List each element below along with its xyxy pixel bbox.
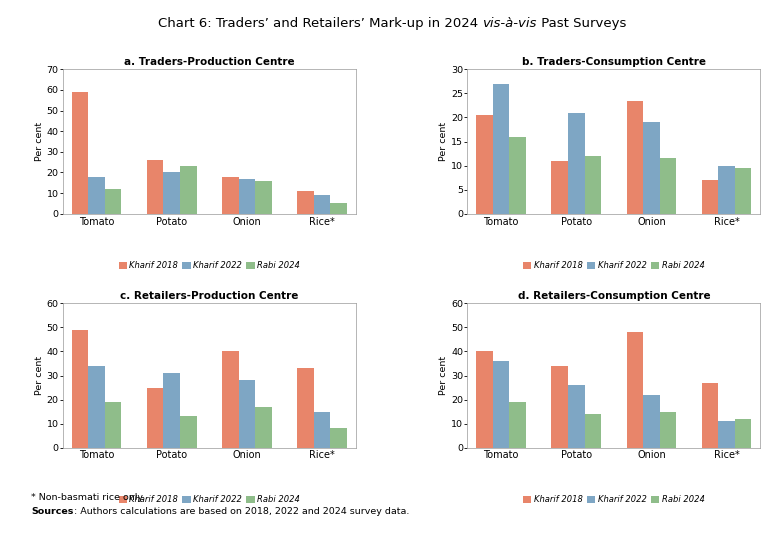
Text: * Non-basmati rice only.: * Non-basmati rice only.	[31, 493, 145, 502]
Bar	[255, 181, 272, 214]
Legend: Kharif 2018, Kharif 2022, Rabi 2024: Kharif 2018, Kharif 2022, Rabi 2024	[118, 495, 300, 504]
Bar	[477, 115, 493, 214]
Bar	[660, 411, 677, 448]
Bar	[180, 416, 197, 448]
Title: a. Traders-Production Centre: a. Traders-Production Centre	[124, 57, 295, 67]
Bar	[585, 414, 601, 448]
Bar	[626, 332, 643, 448]
Bar	[297, 368, 314, 448]
Text: Sources: Sources	[31, 507, 74, 516]
Y-axis label: Per cent: Per cent	[439, 356, 448, 395]
Text: : Authors calculations are based on 2018, 2022 and 2024 survey data.: : Authors calculations are based on 2018…	[74, 507, 409, 516]
Bar	[551, 161, 568, 214]
Title: c. Retailers-Production Centre: c. Retailers-Production Centre	[120, 291, 299, 301]
Bar	[147, 160, 163, 214]
Legend: Kharif 2018, Kharif 2022, Rabi 2024: Kharif 2018, Kharif 2022, Rabi 2024	[523, 495, 705, 504]
Bar	[180, 166, 197, 214]
Bar	[255, 407, 272, 448]
Bar	[585, 156, 601, 214]
Bar	[330, 429, 347, 448]
Bar	[568, 112, 585, 214]
Bar	[477, 351, 493, 448]
Bar	[510, 136, 526, 214]
Bar	[643, 122, 660, 214]
Bar	[222, 351, 238, 448]
Title: d. Retailers-Consumption Centre: d. Retailers-Consumption Centre	[517, 291, 710, 301]
Bar	[72, 330, 89, 448]
Text: vis-à-vis: vis-à-vis	[482, 18, 537, 30]
Bar	[314, 411, 330, 448]
Legend: Kharif 2018, Kharif 2022, Rabi 2024: Kharif 2018, Kharif 2022, Rabi 2024	[523, 261, 705, 270]
Bar	[568, 385, 585, 448]
Bar	[238, 381, 255, 448]
Text: Past Surveys: Past Surveys	[537, 18, 626, 30]
Bar	[147, 387, 163, 448]
Bar	[660, 158, 677, 214]
Bar	[493, 84, 510, 214]
Bar	[718, 166, 735, 214]
Bar	[163, 373, 180, 448]
Bar	[330, 204, 347, 214]
Text: Chart 6: Traders’ and Retailers’ Mark-up in 2024: Chart 6: Traders’ and Retailers’ Mark-up…	[158, 18, 482, 30]
Bar	[222, 176, 238, 214]
Bar	[163, 173, 180, 214]
Bar	[297, 191, 314, 214]
Bar	[89, 176, 105, 214]
Bar	[718, 421, 735, 448]
Bar	[702, 383, 718, 448]
Bar	[643, 395, 660, 448]
Bar	[493, 361, 510, 448]
Bar	[314, 195, 330, 214]
Title: b. Traders-Consumption Centre: b. Traders-Consumption Centre	[522, 57, 706, 67]
Bar	[735, 168, 751, 214]
Bar	[626, 101, 643, 214]
Bar	[510, 402, 526, 448]
Bar	[238, 179, 255, 214]
Bar	[702, 180, 718, 214]
Bar	[105, 189, 122, 214]
Bar	[735, 419, 751, 448]
Bar	[72, 92, 89, 214]
Y-axis label: Per cent: Per cent	[439, 122, 448, 161]
Bar	[105, 402, 122, 448]
Y-axis label: Per cent: Per cent	[34, 122, 44, 161]
Bar	[551, 366, 568, 448]
Y-axis label: Per cent: Per cent	[34, 356, 44, 395]
Bar	[89, 366, 105, 448]
Legend: Kharif 2018, Kharif 2022, Rabi 2024: Kharif 2018, Kharif 2022, Rabi 2024	[118, 261, 300, 270]
